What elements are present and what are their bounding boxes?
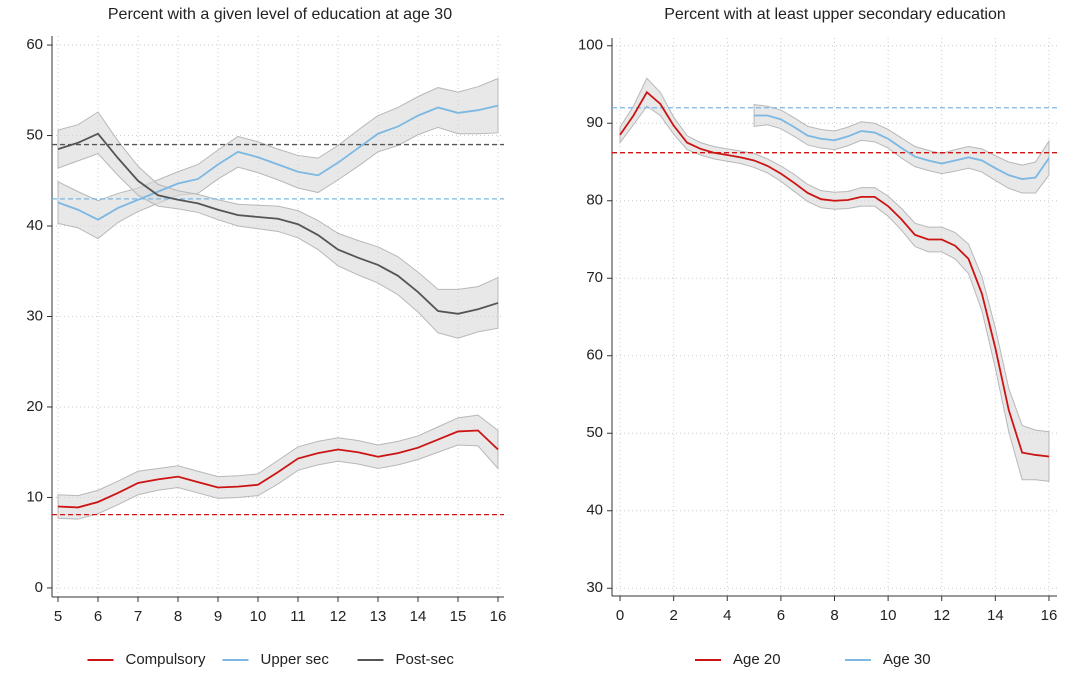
y-tick-label: 20 xyxy=(26,398,43,415)
x-tick-label: 4 xyxy=(723,607,731,624)
line xyxy=(619,90,1050,458)
x-tick-label: 13 xyxy=(370,608,387,625)
x-tick-label: 8 xyxy=(174,608,182,625)
legend-label: Compulsory xyxy=(126,651,207,668)
line xyxy=(57,132,499,315)
y-tick-label: 50 xyxy=(586,424,603,441)
confidence-band xyxy=(57,111,499,339)
x-tick-label: 12 xyxy=(330,608,347,625)
y-tick-label: 50 xyxy=(26,127,43,144)
x-tick-label: 2 xyxy=(669,607,677,624)
x-tick-label: 12 xyxy=(933,607,950,624)
y-tick-label: 90 xyxy=(586,114,603,131)
x-tick-label: 14 xyxy=(987,607,1004,624)
y-tick-label: 40 xyxy=(26,217,43,234)
legend-label: Age 20 xyxy=(733,651,781,668)
x-tick-label: 15 xyxy=(450,608,467,625)
confidence-band xyxy=(57,414,499,520)
legend-label: Upper sec xyxy=(261,651,330,668)
y-tick-label: 0 xyxy=(35,579,43,596)
line xyxy=(754,114,1050,180)
x-tick-label: 16 xyxy=(490,608,507,625)
x-tick-label: 8 xyxy=(830,607,838,624)
y-tick-label: 60 xyxy=(586,347,603,364)
x-tick-label: 9 xyxy=(214,608,222,625)
chart-title: Percent with a given level of education … xyxy=(108,6,452,23)
y-tick-label: 70 xyxy=(586,269,603,286)
x-tick-label: 10 xyxy=(250,608,267,625)
line xyxy=(57,429,499,509)
y-tick-label: 80 xyxy=(586,192,603,209)
y-tick-label: 40 xyxy=(586,502,603,519)
x-tick-label: 6 xyxy=(94,608,102,625)
x-tick-label: 5 xyxy=(54,608,62,625)
x-tick-label: 10 xyxy=(880,607,897,624)
legend-label: Post-sec xyxy=(396,651,455,668)
y-tick-label: 30 xyxy=(586,579,603,596)
legend-label: Age 30 xyxy=(883,651,931,668)
y-tick-label: 60 xyxy=(26,36,43,53)
y-tick-label: 30 xyxy=(26,307,43,324)
y-tick-label: 100 xyxy=(578,37,603,54)
x-tick-label: 6 xyxy=(777,607,785,624)
x-tick-label: 16 xyxy=(1041,607,1058,624)
x-tick-label: 0 xyxy=(616,607,624,624)
confidence-band xyxy=(619,77,1050,482)
x-tick-label: 14 xyxy=(410,608,427,625)
y-tick-label: 10 xyxy=(26,488,43,505)
chart-title: Percent with at least upper secondary ed… xyxy=(664,6,1006,23)
line xyxy=(57,104,499,221)
x-tick-label: 11 xyxy=(290,608,306,625)
x-tick-label: 7 xyxy=(134,608,142,625)
